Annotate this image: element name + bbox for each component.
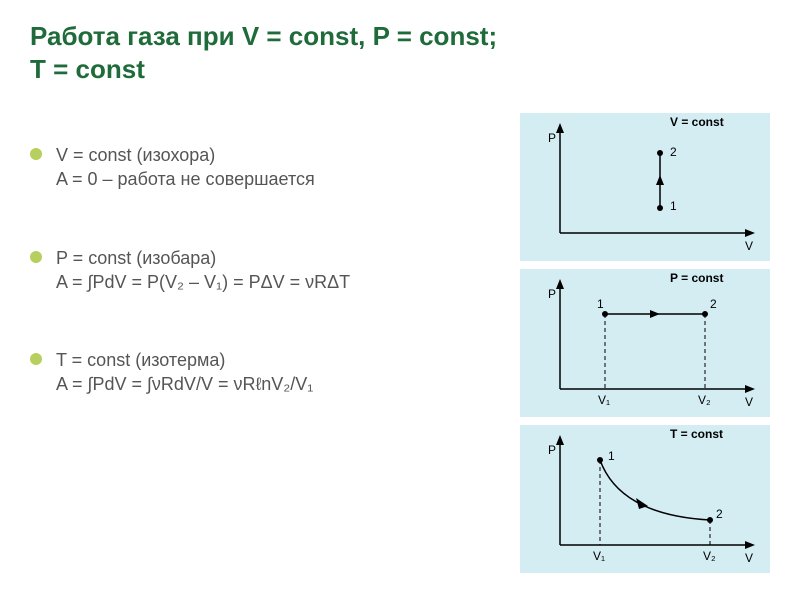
point-label-1: 1 xyxy=(608,449,615,463)
axis-label-v: V xyxy=(745,551,753,565)
bullet-text: V = const (изохора) A = 0 – работа не со… xyxy=(56,143,315,192)
bullet-icon xyxy=(30,353,42,365)
point-label-2: 2 xyxy=(710,297,717,311)
title-line-1: Работа газа при V = const, P = const; xyxy=(30,21,497,51)
point-label-2: 2 xyxy=(716,507,723,521)
tick-v2: V₂ xyxy=(703,549,716,563)
bullet-icon xyxy=(30,148,42,160)
graph-isochore: P V 1 2 V = const xyxy=(520,113,770,261)
graph-caption: P = const xyxy=(670,271,723,285)
point-label-1: 1 xyxy=(670,199,677,213)
axis-label-v: V xyxy=(745,395,753,409)
tick-v1: V₁ xyxy=(598,393,610,407)
bullet-line: A = 0 – работа не совершается xyxy=(56,169,315,189)
graphs-column: P V 1 2 V = const P V xyxy=(520,113,770,573)
bullet-line: A = ∫PdV = ∫νRdV/V = νRℓnV₂/V₁ xyxy=(56,374,313,394)
axis-label-p: P xyxy=(548,131,556,145)
point-label-1: 1 xyxy=(597,297,604,311)
axis-label-p: P xyxy=(548,443,556,457)
bullet-item: V = const (изохора) A = 0 – работа не со… xyxy=(30,143,502,192)
slide-title: Работа газа при V = const, P = const; T … xyxy=(30,20,770,85)
bullet-line: V = const (изохора) xyxy=(56,145,215,165)
bullet-list: V = const (изохора) A = 0 – работа не со… xyxy=(30,113,502,573)
graph-caption: V = const xyxy=(670,115,724,129)
content-row: V = const (изохора) A = 0 – работа не со… xyxy=(30,113,770,573)
axis-label-p: P xyxy=(548,287,556,301)
point-label-2: 2 xyxy=(670,145,677,159)
graph-caption: T = const xyxy=(670,427,723,441)
graph-isobar: P V 1 2 V₁ V₂ P = const xyxy=(520,269,770,417)
bullet-line: P = const (изобара) xyxy=(56,248,216,268)
bullet-line: A = ∫PdV = P(V₂ – V₁) = PΔV = νRΔT xyxy=(56,272,350,292)
graph-isotherm: P V 1 2 V₁ V₂ T = const xyxy=(520,425,770,573)
bullet-icon xyxy=(30,251,42,263)
bullet-item: T = const (изотерма) A = ∫PdV = ∫νRdV/V … xyxy=(30,348,502,397)
bullet-text: P = const (изобара) A = ∫PdV = P(V₂ – V₁… xyxy=(56,246,350,295)
tick-v1: V₁ xyxy=(593,549,605,563)
bullet-line: T = const (изотерма) xyxy=(56,350,225,370)
bullet-item: P = const (изобара) A = ∫PdV = P(V₂ – V₁… xyxy=(30,246,502,295)
tick-v2: V₂ xyxy=(698,393,711,407)
title-line-2: T = const xyxy=(30,54,145,84)
axis-label-v: V xyxy=(745,239,753,253)
bullet-text: T = const (изотерма) A = ∫PdV = ∫νRdV/V … xyxy=(56,348,313,397)
